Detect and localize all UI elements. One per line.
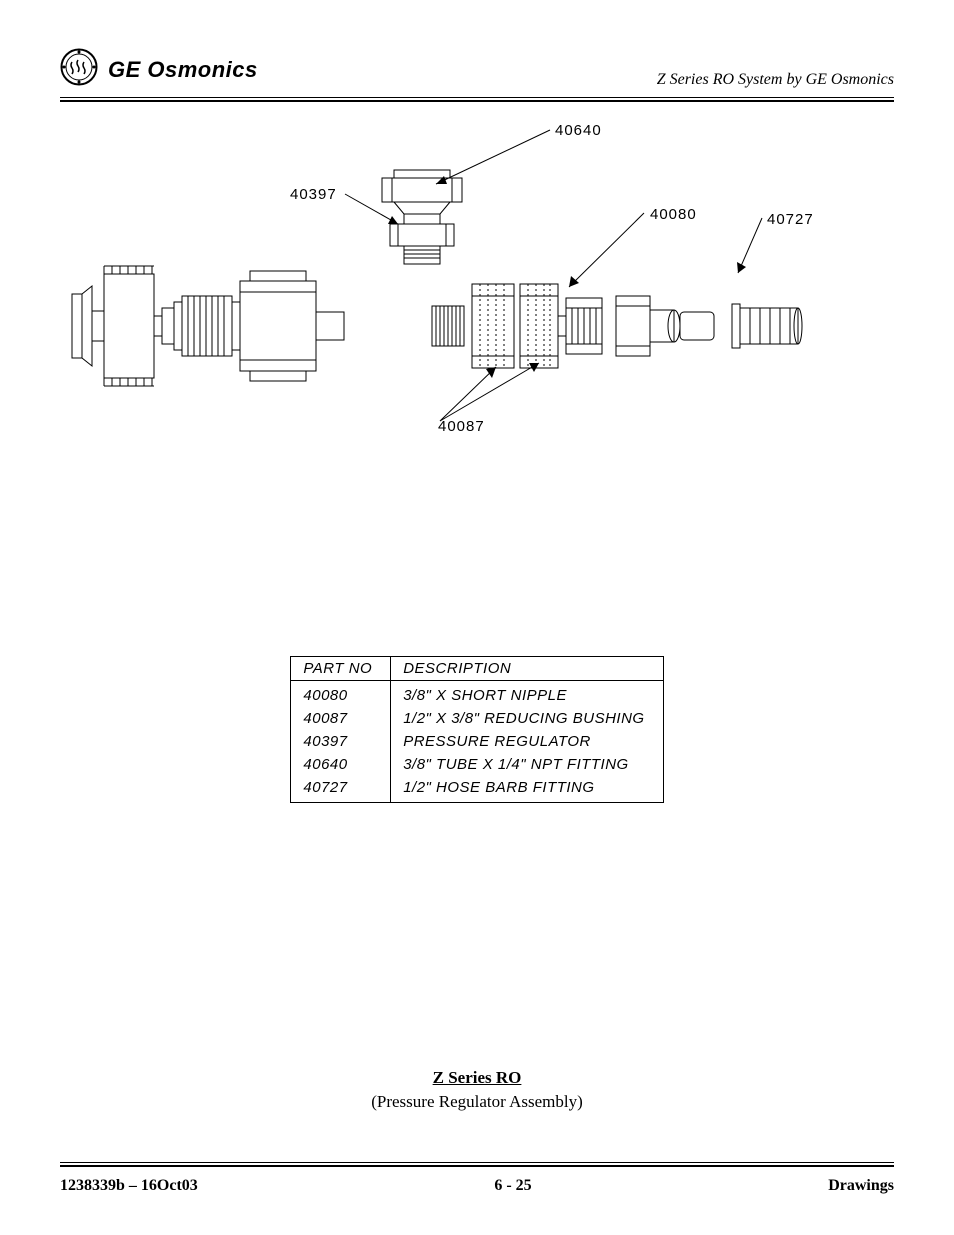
parts-table-header-row: PART NO DESCRIPTION bbox=[291, 657, 663, 681]
table-row: 40640 3/8" TUBE X 1/4" NPT FITTING bbox=[291, 753, 663, 776]
table-row: 40727 1/2" HOSE BARB FITTING bbox=[291, 776, 663, 803]
callout-label-40087: 40087 bbox=[438, 418, 485, 435]
table-row: 40080 3/8" X SHORT NIPPLE bbox=[291, 681, 663, 708]
brand-name: GE Osmonics bbox=[108, 57, 258, 83]
cell-desc: PRESSURE REGULATOR bbox=[391, 730, 663, 753]
cell-desc: 1/2" X 3/8" REDUCING BUSHING bbox=[391, 707, 663, 730]
cell-desc: 3/8" TUBE X 1/4" NPT FITTING bbox=[391, 753, 663, 776]
col-header-description: DESCRIPTION bbox=[391, 657, 663, 681]
callout-label-40640: 40640 bbox=[555, 122, 602, 139]
caption-subtitle: (Pressure Regulator Assembly) bbox=[60, 1090, 894, 1114]
col-header-partno: PART NO bbox=[291, 657, 391, 681]
cell-desc: 1/2" HOSE BARB FITTING bbox=[391, 776, 663, 803]
table-row: 40087 1/2" X 3/8" REDUCING BUSHING bbox=[291, 707, 663, 730]
footer-section: Drawings bbox=[828, 1177, 894, 1195]
figure-caption: Z Series RO (Pressure Regulator Assembly… bbox=[60, 1066, 894, 1114]
footer-doc-id: 1238339b – 16Oct03 bbox=[60, 1177, 198, 1195]
callout-label-40080: 40080 bbox=[650, 206, 697, 223]
assembly-diagram: 40640 40397 40080 40727 40087 bbox=[60, 116, 894, 446]
assembly-svg bbox=[60, 116, 894, 446]
header-product-title: Z Series RO System by GE Osmonics bbox=[657, 71, 894, 91]
cell-partno: 40087 bbox=[291, 707, 391, 730]
callout-label-40727: 40727 bbox=[767, 211, 814, 228]
table-row: 40397 PRESSURE REGULATOR bbox=[291, 730, 663, 753]
callout-label-40397: 40397 bbox=[290, 186, 337, 203]
cell-desc: 3/8" X SHORT NIPPLE bbox=[391, 681, 663, 708]
caption-title: Z Series RO bbox=[60, 1066, 894, 1090]
cell-partno: 40640 bbox=[291, 753, 391, 776]
page: GE Osmonics Z Series RO System by GE Osm… bbox=[0, 0, 954, 1235]
parts-table-container: PART NO DESCRIPTION 40080 3/8" X SHORT N… bbox=[60, 656, 894, 803]
header-rule bbox=[60, 97, 894, 102]
page-header: GE Osmonics Z Series RO System by GE Osm… bbox=[60, 48, 894, 95]
page-footer: 1238339b – 16Oct03 6 - 25 Drawings bbox=[60, 1167, 894, 1195]
cell-partno: 40080 bbox=[291, 681, 391, 708]
cell-partno: 40727 bbox=[291, 776, 391, 803]
cell-partno: 40397 bbox=[291, 730, 391, 753]
footer-page-number: 6 - 25 bbox=[494, 1177, 531, 1195]
parts-table: PART NO DESCRIPTION 40080 3/8" X SHORT N… bbox=[290, 656, 663, 803]
brand-block: GE Osmonics bbox=[60, 48, 258, 91]
ge-logo-icon bbox=[60, 48, 98, 91]
